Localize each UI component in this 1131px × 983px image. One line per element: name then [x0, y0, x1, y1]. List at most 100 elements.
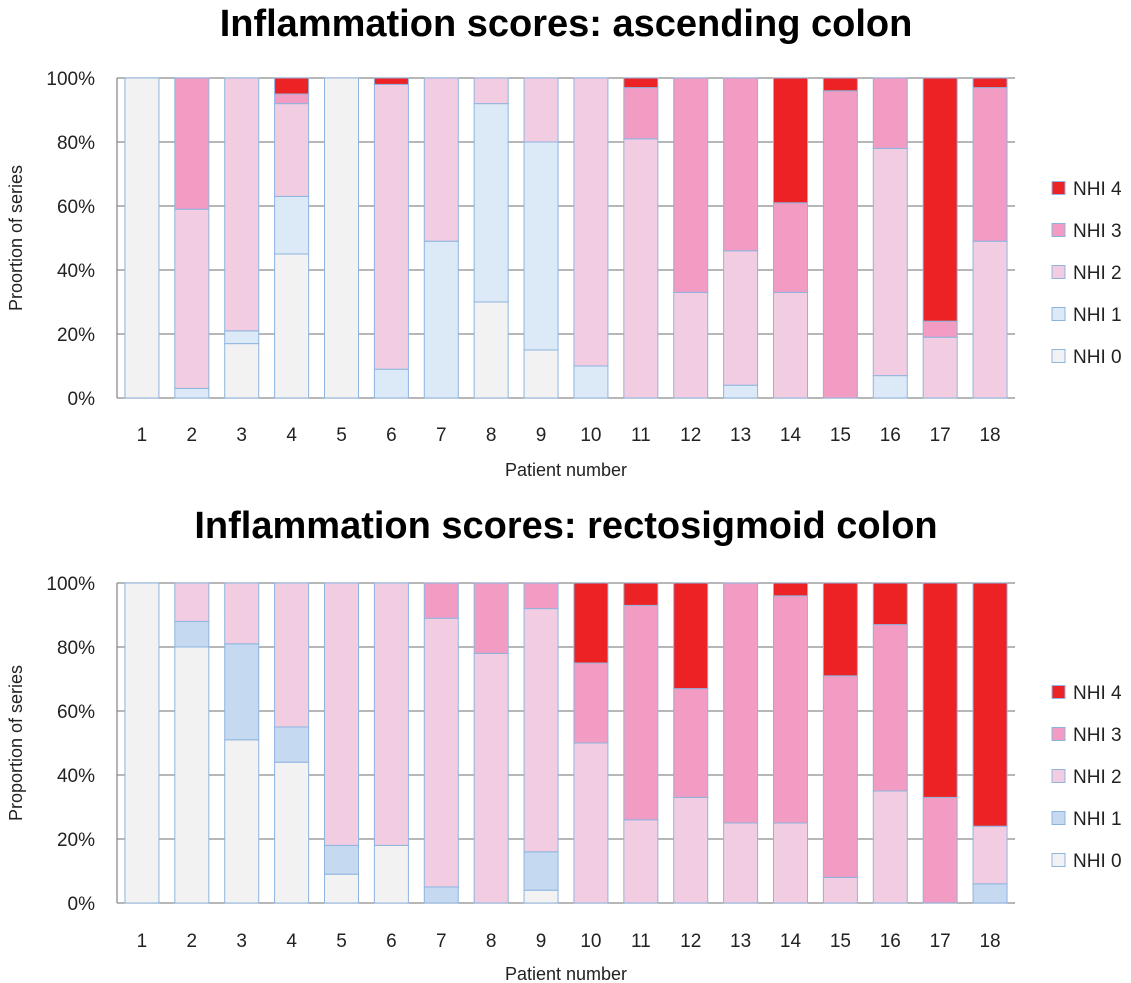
bar-segment-nhi-2	[872, 790, 908, 904]
legend-swatch	[1051, 769, 1066, 783]
legend: NHI 4 NHI 3 NHI 2 NHI 1 NHI 0	[1051, 179, 1122, 368]
bar-segment-nhi-0	[224, 739, 260, 904]
bar-segment-nhi-1	[423, 240, 459, 399]
y-tick-label: 60%	[57, 702, 95, 723]
x-tick-label: 9	[536, 425, 547, 446]
bar-segment-nhi-3	[623, 604, 659, 821]
bar-segment-nhi-1	[473, 103, 509, 303]
legend-label: NHI 2	[1073, 767, 1122, 788]
bar-segment-nhi-4	[623, 582, 659, 606]
bar-segment-nhi-4	[922, 77, 958, 322]
chart-title: Inflammation scores: ascending colon	[220, 3, 913, 45]
bar-segment-nhi-1	[573, 365, 609, 399]
bar-segment-nhi-4	[972, 77, 1008, 89]
bar-segment-nhi-2	[822, 876, 858, 904]
bar-segment-nhi-0	[224, 343, 260, 399]
bar-segment-nhi-4	[274, 77, 310, 95]
bar-segment-nhi-1	[972, 883, 1008, 904]
bar-segment-nhi-3	[822, 90, 858, 399]
bar-segment-nhi-2	[972, 240, 1008, 399]
y-tick-label: 0%	[68, 894, 96, 915]
y-axis-label: Proportion of series	[6, 665, 26, 821]
bar-segment-nhi-4	[573, 582, 609, 664]
bar-segment-nhi-1	[224, 643, 260, 741]
legend-swatch	[1051, 811, 1066, 825]
bar-segment-nhi-2	[423, 617, 459, 888]
bar-segment-nhi-3	[872, 624, 908, 792]
x-tick-label: 6	[386, 931, 397, 952]
bar-segment-nhi-0	[473, 301, 509, 399]
legend-swatch	[1051, 685, 1066, 699]
bar-segment-nhi-0	[174, 646, 210, 904]
bar-segment-nhi-4	[822, 77, 858, 92]
y-tick-label: 0%	[68, 389, 96, 410]
bar-segment-nhi-3	[673, 77, 709, 293]
bar-segment-nhi-2	[373, 83, 409, 370]
bar-segment-nhi-0	[124, 582, 160, 904]
bar-segment-nhi-1	[224, 330, 260, 345]
bar-segment-nhi-1	[174, 620, 210, 648]
y-tick-label: 80%	[57, 133, 95, 154]
bar-segment-nhi-3	[573, 662, 609, 744]
bar-segment-nhi-4	[773, 582, 808, 597]
x-tick-label: 3	[236, 931, 247, 952]
bar-segment-nhi-3	[972, 87, 1008, 242]
x-tick-label: 10	[580, 425, 601, 446]
bar-segment-nhi-3	[822, 675, 858, 878]
legend-swatch	[1051, 349, 1066, 363]
legend: NHI 4 NHI 3 NHI 2 NHI 1 NHI 0	[1051, 683, 1122, 872]
bar-segment-nhi-2	[573, 742, 609, 904]
legend-label: NHI 3	[1073, 725, 1122, 746]
x-axis-label: Patient number	[505, 964, 627, 983]
bar-segment-nhi-3	[773, 595, 808, 824]
bar-segment-nhi-1	[324, 844, 359, 875]
chart-panel-1: Inflammation scores: ascending colon 0% 20…	[6, 3, 1122, 480]
x-tick-label: 4	[286, 425, 297, 446]
bar-segment-nhi-2	[773, 291, 808, 399]
bar-segment-nhi-4	[773, 77, 808, 204]
legend-swatch	[1051, 853, 1066, 867]
legend-label: NHI 1	[1073, 305, 1122, 326]
x-tick-label: 13	[730, 425, 751, 446]
legend-label: NHI 1	[1073, 809, 1122, 830]
x-tick-label: 11	[631, 425, 651, 446]
bar-segment-nhi-2	[623, 138, 659, 399]
bar-segment-nhi-2	[573, 77, 609, 367]
x-tick-label: 17	[930, 425, 951, 446]
bar-segment-nhi-2	[423, 77, 459, 242]
y-tick-label: 20%	[57, 830, 95, 851]
legend-swatch	[1051, 181, 1066, 195]
bar-segment-nhi-1	[523, 141, 559, 351]
bar-segment-nhi-3	[872, 77, 908, 149]
bar-segment-nhi-2	[373, 582, 409, 846]
bar-segment-nhi-0	[373, 844, 409, 904]
bar-segment-nhi-2	[723, 822, 759, 904]
bar-segment-nhi-2	[872, 147, 908, 377]
x-tick-label: 1	[137, 425, 148, 446]
bar-segment-nhi-4	[373, 77, 409, 85]
bar-segment-nhi-2	[723, 250, 759, 386]
bar-segment-nhi-2	[922, 336, 958, 399]
legend-swatch	[1051, 265, 1066, 279]
y-tick-label: 40%	[57, 766, 95, 787]
bar-segment-nhi-0	[523, 889, 559, 904]
bar-segment-nhi-2	[673, 796, 709, 904]
bar-segment-nhi-3	[274, 93, 310, 105]
x-tick-label: 5	[336, 931, 347, 952]
bar-segment-nhi-4	[872, 582, 908, 626]
x-tick-label: 7	[436, 931, 447, 952]
x-tick-label: 18	[979, 425, 1000, 446]
bar-segment-nhi-0	[523, 349, 559, 399]
x-tick-label: 16	[880, 931, 901, 952]
bar-segment-nhi-1	[872, 375, 908, 399]
y-tick-label: 100%	[46, 574, 95, 595]
y-axis-label: Proortion of series	[6, 165, 26, 311]
bar-segment-nhi-2	[473, 77, 509, 105]
bar-segment-nhi-3	[673, 688, 709, 798]
bar-segment-nhi-0	[324, 873, 359, 904]
x-tick-label: 10	[580, 931, 601, 952]
x-tick-label: 13	[730, 931, 751, 952]
x-tick-label: 4	[286, 931, 297, 952]
bar-segment-nhi-2	[274, 582, 310, 728]
